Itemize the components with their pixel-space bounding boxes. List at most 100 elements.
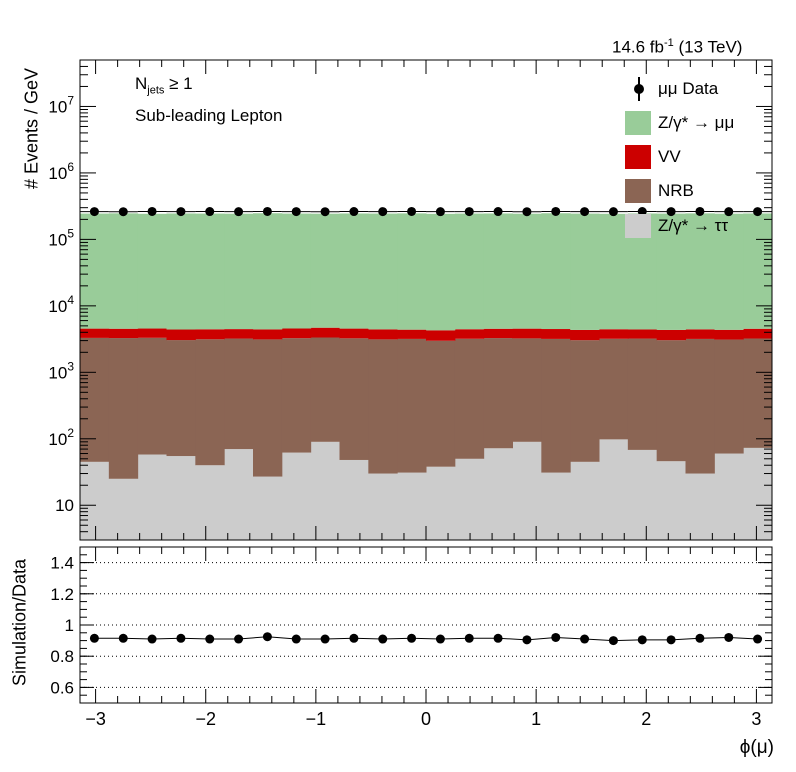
legend-swatch	[625, 179, 651, 203]
stack-bin-3-7	[281, 213, 312, 329]
stack-bin-3-3	[166, 213, 196, 330]
stack-bin-2-8	[310, 327, 340, 338]
stack-bin-1-0	[80, 337, 110, 462]
ratio-point-12	[435, 634, 445, 644]
ratio-point-17	[580, 634, 590, 644]
stack-bin-1-5	[224, 338, 254, 450]
legend-item-ztautau: Z/γ* → ττ	[625, 214, 765, 240]
stack-bin-3-14	[483, 213, 513, 329]
stack-bin-1-21	[685, 338, 715, 474]
ratio-point-11	[407, 633, 417, 643]
data-point-11	[407, 206, 417, 216]
stack-bin-2-11	[397, 329, 427, 339]
stack-bin-2-22	[714, 329, 744, 340]
stack-bin-3-21	[685, 213, 715, 330]
stack-bin-0-0	[80, 461, 110, 540]
ratio-line	[94, 636, 758, 642]
data-point-9	[349, 207, 359, 217]
data-point-22	[724, 207, 734, 217]
stack-bin-1-9	[339, 338, 369, 460]
stack-bin-0-5	[224, 449, 254, 540]
stack-bin-1-13	[454, 338, 485, 459]
stack-bin-0-19	[627, 449, 658, 540]
stack-bin-3-11	[397, 213, 427, 330]
stack-bin-0-15	[512, 441, 542, 540]
ratio-point-14	[493, 633, 503, 643]
stack-bin-2-14	[483, 328, 513, 339]
stack-bin-2-21	[685, 329, 715, 339]
stack-bin-1-10	[368, 339, 398, 474]
stack-bin-2-10	[368, 329, 398, 340]
stack-bin-2-7	[281, 328, 312, 339]
top-y-tick-exponent: 6	[67, 160, 74, 174]
stack-bin-1-16	[541, 338, 571, 473]
data-point-7	[291, 207, 301, 217]
legend-item-nrb: NRB	[625, 179, 765, 205]
stack-bin-2-17	[570, 329, 600, 341]
stack-bin-0-4	[195, 465, 225, 540]
x-tick-label: 0	[421, 709, 431, 729]
stack-bin-2-4	[195, 329, 225, 340]
ratio-point-2	[147, 634, 157, 644]
data-point-20	[666, 207, 676, 217]
ratio-point-19	[637, 635, 647, 645]
stack-bin-2-0	[80, 328, 110, 338]
stack-bin-0-11	[397, 472, 427, 540]
stack-bin-1-18	[599, 338, 629, 440]
data-point-23	[753, 207, 763, 217]
stack-bin-1-19	[627, 338, 658, 450]
stack-bin-3-10	[368, 213, 398, 330]
ratio-point-0	[89, 633, 99, 643]
x-tick-label: 3	[751, 709, 761, 729]
stack-bin-1-7	[281, 338, 312, 453]
stack-bin-0-8	[310, 441, 340, 540]
data-point-12	[435, 207, 445, 217]
stack-bin-3-12	[426, 213, 456, 331]
ratio-point-8	[320, 634, 330, 644]
stack-bin-0-22	[714, 453, 744, 540]
stack-bin-0-17	[570, 461, 600, 540]
stack-bin-1-6	[253, 339, 283, 477]
legend-data-marker	[634, 84, 644, 94]
stack-bin-0-3	[166, 456, 196, 540]
data-point-8	[320, 207, 330, 217]
stack-bin-1-22	[714, 339, 744, 454]
data-point-4	[205, 207, 215, 217]
data-point-19	[637, 207, 647, 217]
stack-bin-1-11	[397, 338, 427, 473]
data-point-21	[695, 206, 705, 216]
data-point-18	[608, 207, 618, 217]
stack-bin-2-5	[224, 329, 254, 339]
stack-bin-0-21	[685, 473, 715, 540]
x-tick-label: 2	[641, 709, 651, 729]
top-y-tick-label: 106	[48, 160, 74, 183]
top-y-tick-label: 105	[48, 226, 74, 249]
stack-bin-3-13	[454, 213, 485, 330]
stack-bin-1-15	[512, 338, 542, 442]
legend-swatch	[625, 111, 651, 135]
x-tick-label: 1	[531, 709, 541, 729]
stack-bin-3-2	[137, 213, 167, 329]
bottom-y-tick-label: 1.2	[50, 585, 74, 604]
stack-bin-0-2	[137, 454, 167, 540]
top-y-tick-label: 107	[48, 93, 74, 116]
lumi-unit-exponent: -1	[664, 37, 674, 49]
stack-bin-1-2	[137, 337, 167, 455]
ratio-point-21	[695, 633, 705, 643]
ratio-point-13	[464, 633, 474, 643]
bottom-y-axis-label: Simulation/Data	[9, 558, 30, 687]
stack-bin-3-20	[656, 213, 686, 330]
top-y-tick-exponent: 3	[67, 359, 74, 373]
data-point-3	[176, 207, 186, 217]
top-y-tick-exponent: 4	[67, 293, 74, 307]
ratio-point-6	[262, 632, 272, 642]
data-point-5	[234, 207, 244, 217]
stack-bin-1-4	[195, 339, 225, 466]
legend-item-data: μμ Data	[625, 77, 765, 103]
stack-bin-2-6	[253, 329, 283, 340]
stack-bin-3-0	[80, 213, 110, 329]
stack-bin-2-23	[743, 328, 773, 339]
selection-subscript: jets	[147, 84, 165, 97]
ratio-point-7	[291, 634, 301, 644]
